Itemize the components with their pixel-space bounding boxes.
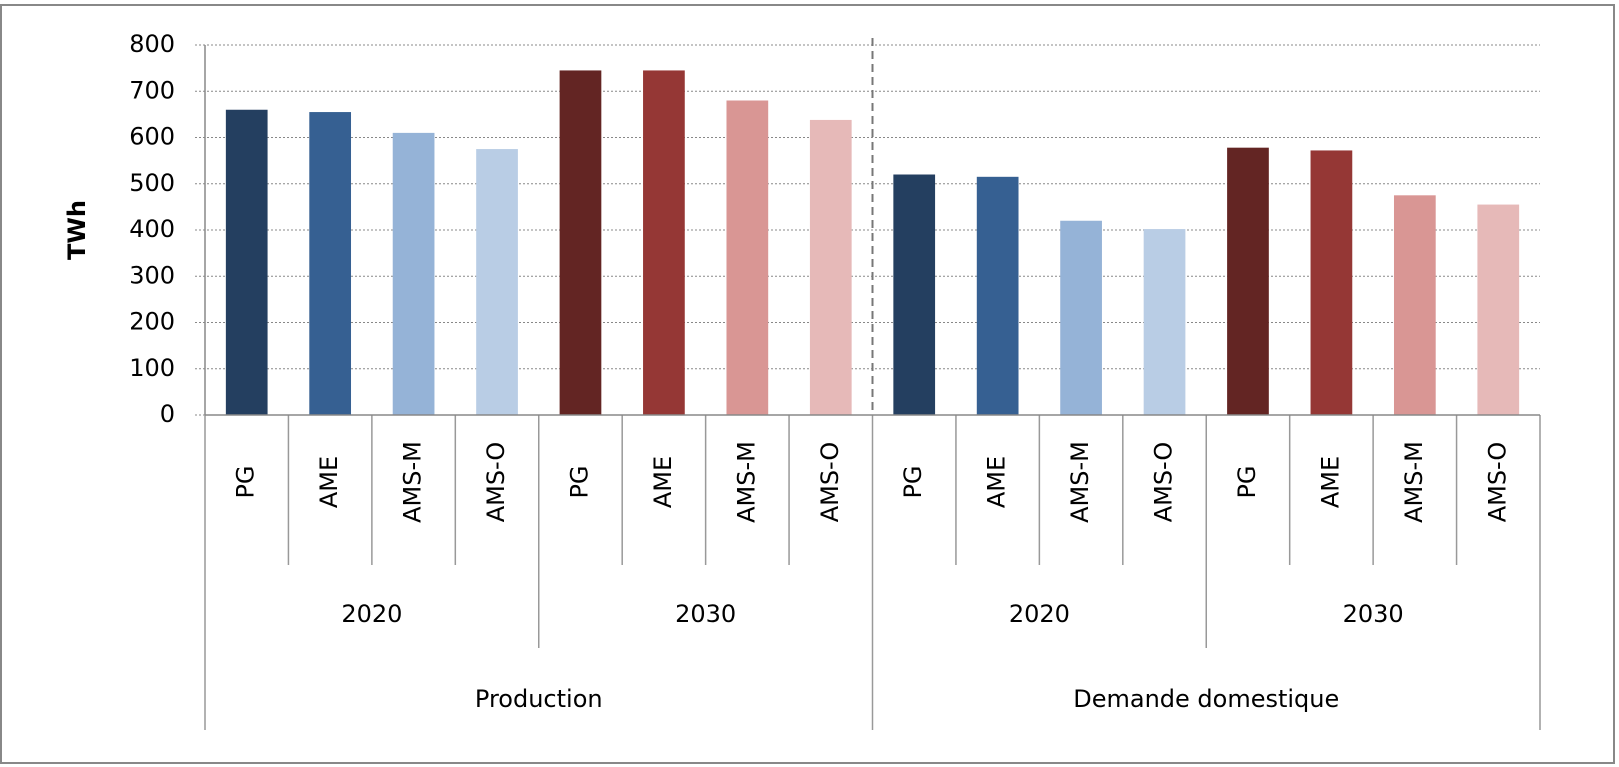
y-tick-label: 100 [129, 354, 175, 382]
y-tick-label: 200 [129, 308, 175, 336]
bar [976, 176, 1019, 415]
x-tick-label: PG [565, 465, 593, 498]
bar [559, 70, 602, 415]
section-label: Demande domestique [1073, 685, 1339, 713]
x-tick-label: AMS-M [1400, 441, 1428, 523]
bar [1060, 220, 1102, 415]
x-tick-label: PG [1233, 465, 1261, 498]
x-tick-label: AME [1316, 456, 1344, 508]
bar [309, 112, 352, 415]
bar [392, 132, 435, 415]
x-tick-label: PG [899, 465, 927, 498]
year-label: 2020 [1009, 600, 1070, 628]
section-label: Production [475, 685, 603, 713]
x-tick-label: AMS-M [399, 441, 427, 523]
year-label: 2020 [341, 600, 402, 628]
bar [476, 149, 518, 415]
x-tick-label: AME [315, 456, 343, 508]
bar [893, 174, 936, 415]
y-tick-label: 400 [129, 215, 175, 243]
y-tick-label: 700 [129, 76, 175, 104]
bar [1310, 150, 1353, 415]
y-axis-title: TWh [63, 200, 91, 260]
bar [643, 70, 685, 415]
bar [1477, 204, 1520, 415]
x-tick-label: AMS-M [1066, 441, 1094, 523]
x-tick-label: AME [983, 456, 1011, 508]
bar [1227, 147, 1269, 416]
year-label: 2030 [675, 600, 736, 628]
y-tick-label: 300 [129, 261, 175, 289]
y-tick-label: 500 [129, 169, 175, 197]
year-label: 2030 [1343, 600, 1404, 628]
x-tick-label: AME [649, 456, 677, 508]
bar [1393, 195, 1436, 415]
bar [1143, 229, 1186, 415]
x-tick-label: AMS-O [1483, 442, 1511, 523]
x-tick-label: AMS-M [732, 441, 760, 523]
x-tick-label: AMS-O [816, 442, 844, 523]
y-tick-label: 0 [160, 400, 175, 428]
x-tick-label: AMS-O [1150, 442, 1178, 523]
bar [726, 100, 769, 415]
bar [225, 109, 268, 415]
y-tick-label: 600 [129, 123, 175, 151]
x-tick-label: PG [232, 465, 260, 498]
x-tick-label: AMS-O [482, 442, 510, 523]
bar [809, 119, 852, 416]
y-tick-label: 800 [129, 30, 175, 58]
